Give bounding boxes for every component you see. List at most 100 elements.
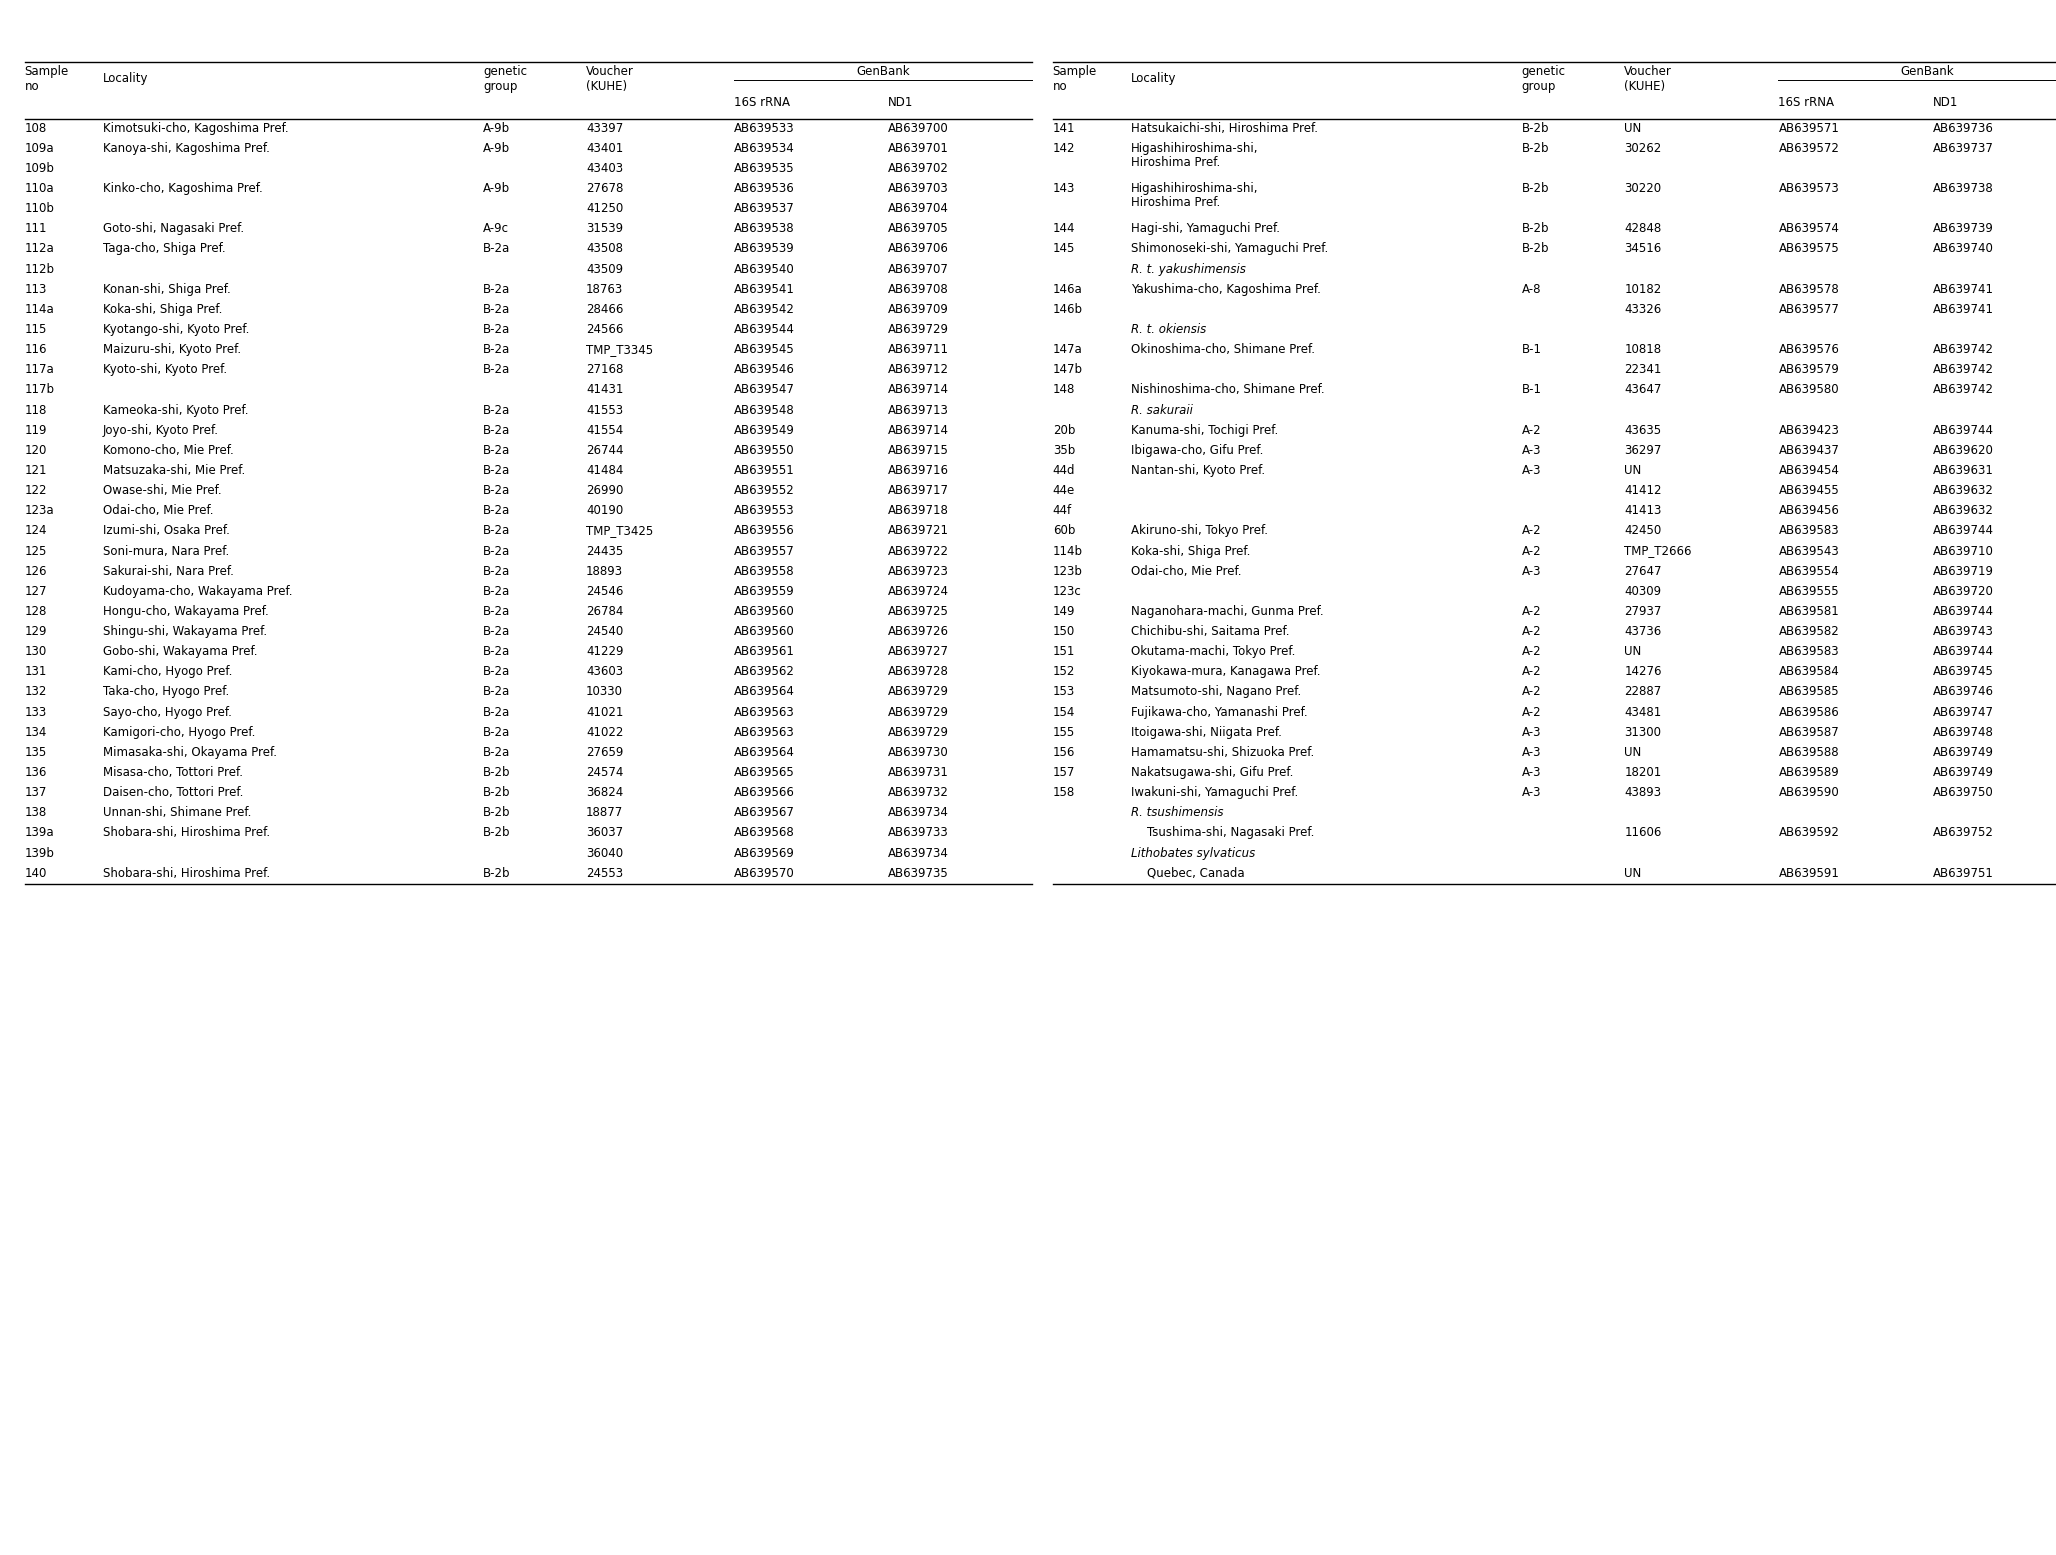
- Text: AB639542: AB639542: [734, 303, 796, 316]
- Text: AB639709: AB639709: [888, 303, 950, 316]
- Text: Matsumoto-shi, Nagano Pref.: Matsumoto-shi, Nagano Pref.: [1131, 686, 1301, 698]
- Text: A-2: A-2: [1521, 423, 1542, 437]
- Text: Sample: Sample: [25, 65, 70, 78]
- Text: 44f: 44f: [1053, 504, 1071, 518]
- Text: AB639704: AB639704: [888, 202, 950, 215]
- Text: B-2a: B-2a: [483, 746, 510, 759]
- Text: AB639564: AB639564: [734, 746, 796, 759]
- Text: Goto-shi, Nagasaki Pref.: Goto-shi, Nagasaki Pref.: [103, 222, 245, 235]
- Text: AB639566: AB639566: [734, 787, 796, 799]
- Text: B-2a: B-2a: [483, 544, 510, 558]
- Text: AB639568: AB639568: [734, 826, 796, 840]
- Text: 27647: 27647: [1624, 564, 1661, 577]
- Text: 43508: 43508: [586, 243, 623, 255]
- Text: AB639721: AB639721: [888, 524, 950, 538]
- Text: AB639729: AB639729: [888, 686, 950, 698]
- Text: (KUHE): (KUHE): [1624, 81, 1665, 93]
- Text: 18763: 18763: [586, 283, 623, 295]
- Text: 120: 120: [25, 443, 47, 457]
- Text: Higashihiroshima-shi,: Higashihiroshima-shi,: [1131, 182, 1258, 194]
- Text: AB639583: AB639583: [1778, 645, 1838, 658]
- Text: 27937: 27937: [1624, 605, 1661, 617]
- Text: AB639711: AB639711: [888, 344, 950, 356]
- Text: AB639546: AB639546: [734, 364, 796, 376]
- Text: 36040: 36040: [586, 846, 623, 860]
- Text: AB639547: AB639547: [734, 384, 796, 397]
- Text: AB639558: AB639558: [734, 564, 794, 577]
- Text: 16S rRNA: 16S rRNA: [1778, 95, 1834, 109]
- Text: GenBank: GenBank: [855, 65, 911, 78]
- Text: Quebec, Canada: Quebec, Canada: [1147, 866, 1246, 880]
- Text: B-2b: B-2b: [483, 787, 510, 799]
- Text: 138: 138: [25, 807, 47, 819]
- Text: AB639728: AB639728: [888, 666, 950, 678]
- Text: B-2b: B-2b: [483, 767, 510, 779]
- Text: 26744: 26744: [586, 443, 623, 457]
- Text: 143: 143: [1053, 182, 1075, 194]
- Text: AB639747: AB639747: [1933, 706, 1994, 718]
- Text: AB639556: AB639556: [734, 524, 796, 538]
- Text: Okinoshima-cho, Shimane Pref.: Okinoshima-cho, Shimane Pref.: [1131, 344, 1314, 356]
- Text: TMP_T3425: TMP_T3425: [586, 524, 654, 538]
- Text: 43635: 43635: [1624, 423, 1661, 437]
- Text: 18893: 18893: [586, 564, 623, 577]
- Text: 157: 157: [1053, 767, 1075, 779]
- Text: genetic: genetic: [483, 65, 526, 78]
- Text: AB639722: AB639722: [888, 544, 950, 558]
- Text: AB639563: AB639563: [734, 726, 796, 739]
- Text: TMP_T2666: TMP_T2666: [1624, 544, 1692, 558]
- Text: Misasa-cho, Tottori Pref.: Misasa-cho, Tottori Pref.: [103, 767, 243, 779]
- Text: 43647: 43647: [1624, 384, 1661, 397]
- Text: 142: 142: [1053, 142, 1075, 156]
- Text: AB639581: AB639581: [1778, 605, 1840, 617]
- Text: AB639746: AB639746: [1933, 686, 1994, 698]
- Text: B-2a: B-2a: [483, 323, 510, 336]
- Text: A-2: A-2: [1521, 666, 1542, 678]
- Text: A-3: A-3: [1521, 767, 1540, 779]
- Text: Taka-cho, Hyogo Pref.: Taka-cho, Hyogo Pref.: [103, 686, 228, 698]
- Text: AB639538: AB639538: [734, 222, 794, 235]
- Text: Kanoya-shi, Kagoshima Pref.: Kanoya-shi, Kagoshima Pref.: [103, 142, 269, 156]
- Text: AB639733: AB639733: [888, 826, 950, 840]
- Text: AB639729: AB639729: [888, 323, 950, 336]
- Text: 147a: 147a: [1053, 344, 1081, 356]
- Text: Ibigawa-cho, Gifu Pref.: Ibigawa-cho, Gifu Pref.: [1131, 443, 1262, 457]
- Text: Higashihiroshima-shi,: Higashihiroshima-shi,: [1131, 142, 1258, 156]
- Text: 43736: 43736: [1624, 625, 1661, 638]
- Text: Hagi-shi, Yamaguchi Pref.: Hagi-shi, Yamaguchi Pref.: [1131, 222, 1279, 235]
- Text: AB639585: AB639585: [1778, 686, 1838, 698]
- Text: 27678: 27678: [586, 182, 623, 194]
- Text: A-3: A-3: [1521, 746, 1540, 759]
- Text: 41431: 41431: [586, 384, 623, 397]
- Text: AB639713: AB639713: [888, 404, 950, 417]
- Text: AB639544: AB639544: [734, 323, 796, 336]
- Text: AB639577: AB639577: [1778, 303, 1840, 316]
- Text: 141: 141: [1053, 121, 1075, 135]
- Text: Owase-shi, Mie Pref.: Owase-shi, Mie Pref.: [103, 484, 222, 498]
- Text: 125: 125: [25, 544, 47, 558]
- Text: Izumi-shi, Osaka Pref.: Izumi-shi, Osaka Pref.: [103, 524, 230, 538]
- Text: 137: 137: [25, 787, 47, 799]
- Text: AB639742: AB639742: [1933, 344, 1994, 356]
- Text: 108: 108: [25, 121, 47, 135]
- Text: AB639548: AB639548: [734, 404, 796, 417]
- Text: AB639537: AB639537: [734, 202, 796, 215]
- Text: 131: 131: [25, 666, 47, 678]
- Text: 154: 154: [1053, 706, 1075, 718]
- Text: AB639552: AB639552: [734, 484, 796, 498]
- Text: 35b: 35b: [1053, 443, 1075, 457]
- Text: AB639554: AB639554: [1778, 564, 1840, 577]
- Text: 10330: 10330: [586, 686, 623, 698]
- Text: 44e: 44e: [1053, 484, 1075, 498]
- Text: A-2: A-2: [1521, 706, 1542, 718]
- Text: AB639744: AB639744: [1933, 423, 1994, 437]
- Text: 114b: 114b: [1053, 544, 1084, 558]
- Text: Gobo-shi, Wakayama Pref.: Gobo-shi, Wakayama Pref.: [103, 645, 257, 658]
- Text: AB639712: AB639712: [888, 364, 950, 376]
- Text: B-2a: B-2a: [483, 666, 510, 678]
- Text: 28466: 28466: [586, 303, 623, 316]
- Text: AB639536: AB639536: [734, 182, 796, 194]
- Text: 43401: 43401: [586, 142, 623, 156]
- Text: AB639632: AB639632: [1933, 484, 1994, 498]
- Text: Kameoka-shi, Kyoto Pref.: Kameoka-shi, Kyoto Pref.: [103, 404, 249, 417]
